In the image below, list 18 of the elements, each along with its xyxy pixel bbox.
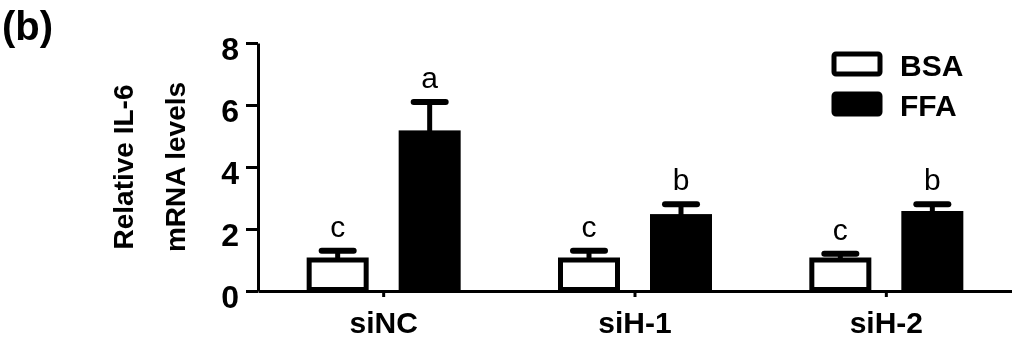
y-tick-label: 8 [221,30,239,67]
chart-title: (b) [2,4,54,48]
x-tick-label: siNC [349,306,418,339]
legend-label: FFA [900,89,957,122]
data-label: a [421,60,439,94]
legend-label: BSA [900,49,964,82]
y-axis-title: Relative IL-6 mRNA levels [108,81,191,253]
data-label: b [672,163,690,197]
y-tick-label: 6 [221,92,239,129]
y-tick-label: 4 [221,154,240,191]
data-label: b [923,163,941,197]
y-tick-label: 2 [221,216,239,253]
x-tick-label: siH-2 [849,306,924,339]
data-label: c [330,209,346,243]
data-label: c [832,212,848,246]
data-label: c [581,209,597,243]
y-tick-label: 0 [221,278,239,315]
x-tick-label: siH-1 [598,306,672,339]
